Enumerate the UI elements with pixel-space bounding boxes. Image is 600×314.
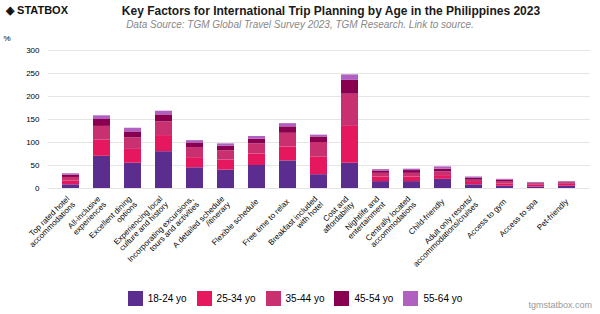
svg-text:A detailed schedule/itinerary: A detailed schedule/itinerary xyxy=(171,194,232,255)
svg-text:100: 100 xyxy=(26,138,40,147)
svg-text:200: 200 xyxy=(26,92,40,101)
svg-text:Access to spa: Access to spa xyxy=(498,197,540,239)
svg-text:%: % xyxy=(4,34,11,43)
svg-text:Breakfast includedwith hotel: Breakfast includedwith hotel xyxy=(266,194,325,253)
svg-text:50: 50 xyxy=(31,161,40,170)
svg-text:0: 0 xyxy=(35,184,40,193)
svg-text:300: 300 xyxy=(26,46,40,55)
svg-text:Pet-friendly: Pet-friendly xyxy=(535,197,570,232)
svg-text:150: 150 xyxy=(26,115,40,124)
svg-text:250: 250 xyxy=(26,69,40,78)
svg-text:Centrally locatedaccommodation: Centrally locatedaccommodations xyxy=(363,194,418,249)
